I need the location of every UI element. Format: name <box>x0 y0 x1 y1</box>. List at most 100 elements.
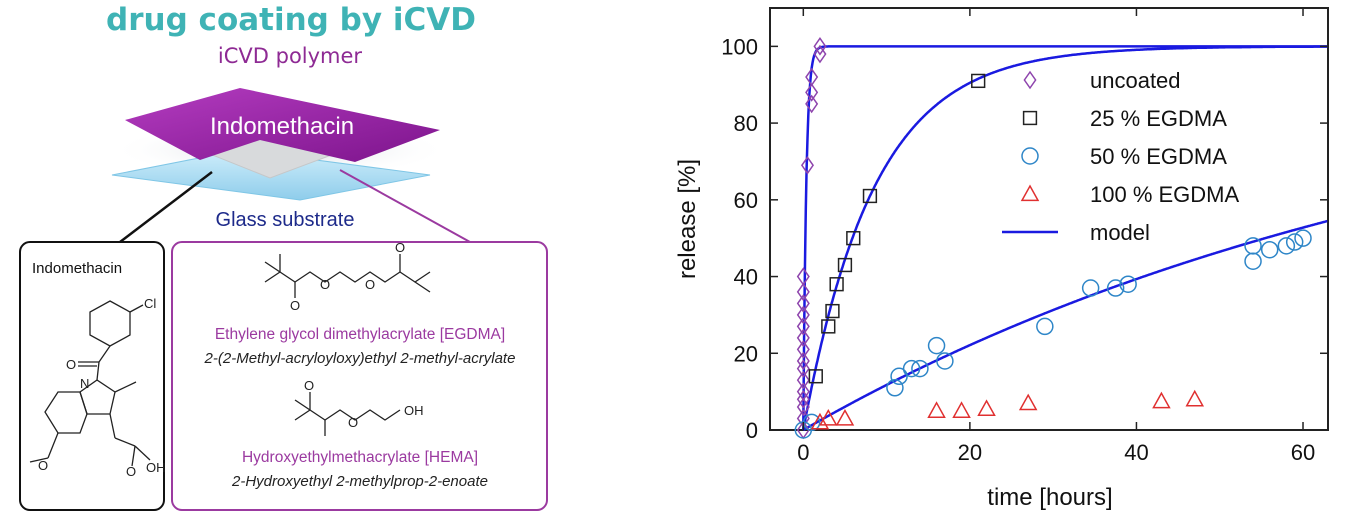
y-tick-label: 0 <box>746 418 758 443</box>
data-point <box>796 340 810 359</box>
indomethacin-box-title: Indomethacin <box>32 260 123 277</box>
data-point <box>829 277 844 292</box>
atom-cl: Cl <box>144 296 156 311</box>
coating-illustration: Indomethacin Glass substrate Cl O N O O … <box>19 88 548 511</box>
polymer-layer <box>125 88 440 162</box>
atom-o-methoxy: O <box>38 458 48 473</box>
x-tick-label: 40 <box>1124 440 1148 465</box>
data-point <box>821 319 836 334</box>
data-point <box>1285 233 1304 251</box>
data-point <box>1260 240 1279 259</box>
plot-frame <box>769 7 1329 431</box>
x-axis-label: time [hours] <box>987 484 1112 511</box>
data-point <box>1119 275 1137 293</box>
data-point <box>796 282 810 302</box>
x-tick-label: 60 <box>1291 440 1315 465</box>
data-point <box>837 257 853 273</box>
polymer-label: iCVD polymer <box>217 44 363 68</box>
atom-o-carbonyl: O <box>66 357 76 372</box>
model-curve-50 <box>802 219 1328 432</box>
substrate-label: Glass substrate <box>216 209 355 231</box>
hema-name: Hydroxyethylmethacrylate [HEMA] <box>241 449 479 466</box>
release-chart: 0 20 40 60 0 20 40 60 80 100 uncoated 25 % EGDMA 50… <box>674 7 1329 511</box>
data-point <box>1185 389 1205 407</box>
data-point <box>952 401 971 418</box>
indomethacin-box <box>19 241 165 511</box>
data-point <box>902 359 921 378</box>
diagram-title: drug coating by iCVD <box>106 2 476 38</box>
model-curve-uncoated <box>802 45 1328 431</box>
y-axis-label: release [%] <box>674 159 701 279</box>
data-point <box>1081 279 1100 297</box>
data-point <box>796 382 810 401</box>
hema-o2: O <box>348 415 358 430</box>
data-point <box>796 294 810 313</box>
data-point <box>796 317 810 336</box>
legend-label: 50 % EGDMA <box>1090 144 1227 169</box>
egdma-structure <box>264 254 431 298</box>
egdma-o3: O <box>365 277 375 292</box>
data-point <box>810 412 830 430</box>
data-point <box>796 328 810 348</box>
indomethacin-structure <box>29 300 151 467</box>
data-point <box>977 399 996 417</box>
data-point <box>911 359 929 378</box>
hema-iupac: 2-Hydroxyethyl 2-methylprop-2-enoate <box>232 473 488 490</box>
data-point <box>805 94 819 114</box>
data-point <box>813 37 827 56</box>
legend-swatch <box>1022 110 1038 126</box>
data-point <box>936 352 954 370</box>
egdma-iupac: 2-(2-Methyl-acryloyloxy)ethyl 2-methyl-a… <box>204 350 516 367</box>
x-tick-label: 0 <box>797 440 809 465</box>
data-point <box>813 44 827 64</box>
data-point <box>835 408 855 426</box>
data-point <box>796 305 810 325</box>
y-tick-label: 60 <box>734 188 758 213</box>
data-point <box>1277 237 1296 255</box>
drug-label: Indomethacin <box>210 113 354 140</box>
egdma-o4: O <box>395 240 405 255</box>
y-tick-label: 40 <box>734 265 758 290</box>
atom-oh: OH <box>146 460 166 475</box>
legend-swatch <box>1023 70 1037 90</box>
egdma-o2: O <box>320 277 330 292</box>
egdma-o1: O <box>290 298 300 313</box>
legend-label: uncoated <box>1090 68 1181 93</box>
data-point <box>1106 279 1125 297</box>
data-point <box>971 73 986 89</box>
data-point <box>825 303 840 319</box>
x-tick-label: 20 <box>958 440 982 465</box>
data-point <box>796 267 810 286</box>
legend-swatch <box>1020 184 1040 202</box>
data-point <box>805 83 819 102</box>
data-point <box>927 401 946 418</box>
data-point <box>808 369 823 384</box>
data-point <box>1244 252 1262 270</box>
legend-label: 100 % EGDMA <box>1090 182 1239 207</box>
hema-oh: OH <box>404 403 424 418</box>
data-point <box>927 336 946 355</box>
data-point <box>796 390 810 409</box>
connector-right <box>339 169 471 243</box>
y-tick-label: 80 <box>734 111 758 136</box>
hema-structure <box>294 392 401 436</box>
monomer-box <box>171 241 548 511</box>
legend-label: model <box>1090 220 1150 245</box>
data-point <box>886 379 904 397</box>
data-point <box>846 231 861 246</box>
data-point <box>796 370 810 390</box>
data-point <box>1036 317 1054 336</box>
atom-o-acid: O <box>126 464 136 479</box>
model-curve-25 <box>802 45 1328 431</box>
data-point <box>805 67 819 87</box>
legend-swatch <box>1021 147 1039 165</box>
data-point <box>1244 237 1262 255</box>
egdma-name: Ethylene glycol dimethylacrylate [EGDMA] <box>214 326 506 343</box>
hema-o1: O <box>304 378 314 393</box>
data-point <box>800 155 814 175</box>
data-point <box>796 359 810 378</box>
data-point <box>819 408 838 426</box>
data-point <box>1152 391 1171 409</box>
data-point <box>862 188 878 204</box>
y-tick-label: 20 <box>734 341 758 366</box>
